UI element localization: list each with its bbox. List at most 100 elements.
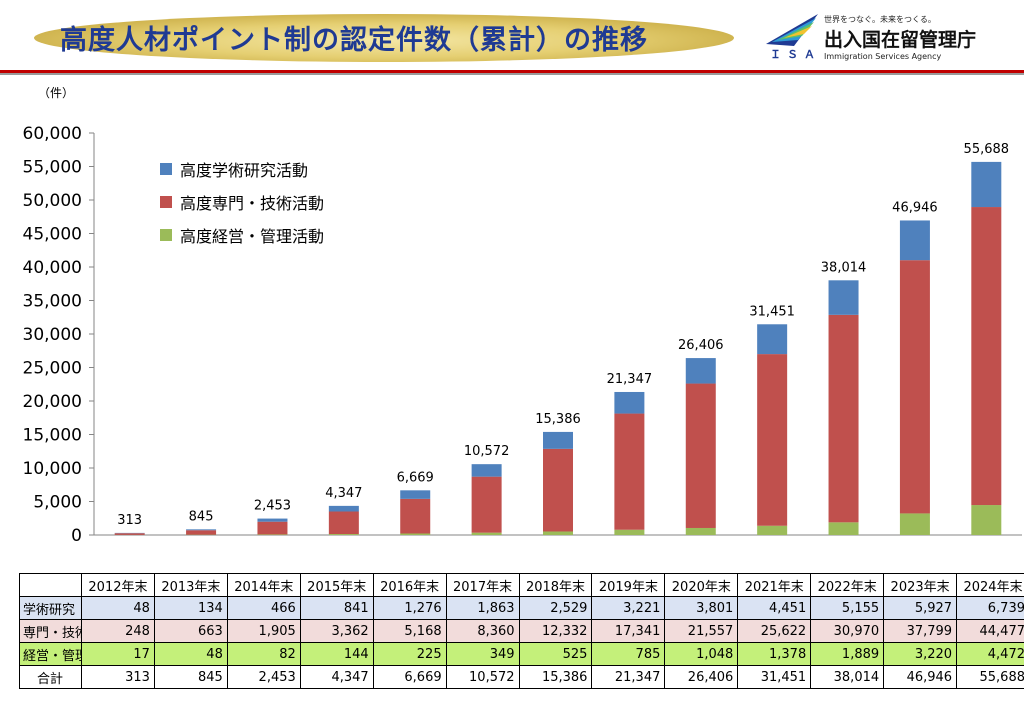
y-axis-unit: （件） [38,86,75,100]
bar-segment [400,490,431,499]
bar-segment [400,498,431,534]
table-cell: 17 [81,642,155,666]
bar-total-label: 21,347 [607,372,653,387]
table-cell: 1,889 [810,642,885,666]
bar-segment [614,391,645,414]
bar-total-label: 55,688 [964,142,1010,157]
bar-segment [186,529,217,531]
bar-segment [614,529,645,535]
logo-name: 出入国在留管理庁 [824,29,977,51]
bar-segment [328,534,359,535]
stacked-bar-chart: 0 5,000 10,000 15,000 20,000 25,000 30,000 35,0… [23,124,1022,546]
bar-segment [828,522,859,535]
bar-total-label: 10,572 [464,444,510,459]
legend-label: 高度経営・管理活動 [180,226,325,246]
bar-segment [971,161,1002,208]
y-tick-label: 40,000 [23,258,82,278]
bar-total-label: 2,453 [254,499,291,514]
table-year-header: 2018年末 [518,573,593,597]
bar-total-label: 845 [189,509,214,524]
bar-segment [543,431,573,449]
bar-segment [471,476,502,533]
page-title: 高度人材ポイント制の認定件数（累計）の推移 [60,25,648,56]
logo-tagline: 世界をつなぐ。未来をつくる。 [824,15,936,24]
table-cell: 4,347 [299,665,374,689]
table-cell: 38,014 [810,665,885,689]
table-cell: 46,946 [883,665,958,689]
isa-logo-icon [766,14,818,46]
table-cell: 1,276 [372,596,447,620]
table-cell: 44,477 [956,619,1024,643]
bar-total-label: 313 [117,513,142,528]
table-year-header: 2017年末 [445,573,520,597]
table-row-label: 合計 [19,665,82,689]
bar-segment [685,383,716,528]
table-cell: 82 [226,642,301,666]
table-year-header: 2022年末 [810,573,885,597]
table-cell: 3,801 [664,596,739,620]
table-year-header: 2024年末 [956,573,1024,597]
logo-english: Immigration Services Agency [824,52,942,61]
table-cell: 37,799 [883,619,958,643]
table-year-header: 2012年末 [81,573,155,597]
table-cell: 3,362 [299,619,374,643]
y-tick-label: 25,000 [23,359,82,379]
title-banner [34,14,734,62]
table-cell: 21,347 [591,665,666,689]
table-cell: 4,472 [956,642,1024,666]
bar-segment [828,314,859,523]
y-tick-label: 35,000 [23,292,82,312]
bar-segment [899,260,930,514]
bar-total-label: 31,451 [749,304,795,319]
y-tick-label: 0 [71,526,82,546]
legend-swatch [160,228,172,241]
legend-item: 高度学術研究活動 [160,152,324,185]
table-cell: 1,048 [664,642,739,666]
table-row: 合計 313 845 2,453 4,347 6,669 10,572 15,386 21,34… [19,665,1024,689]
bar-segment [899,513,930,535]
table-cell: 785 [591,642,666,666]
table-year-header: 2019年末 [591,573,666,597]
table-cell: 6,739 [956,596,1024,620]
table-cell: 225 [372,642,447,666]
table-cell: 6,669 [372,665,447,689]
table-year-header: 2023年末 [883,573,958,597]
y-tick-label: 30,000 [23,325,82,345]
table-cell: 349 [445,642,520,666]
bar-segment [899,220,930,261]
table-cell: 466 [226,596,301,620]
table-cell: 525 [518,642,593,666]
y-tick-label: 20,000 [23,392,82,412]
table-row-label: 専門・技術 [19,619,82,643]
y-tick-label: 10,000 [23,459,82,479]
table-cell: 1,863 [445,596,520,620]
table-row: 専門・技術2486631,9053,3625,1688,36012,33217,… [19,619,1024,643]
table-year-header: 2013年末 [153,573,228,597]
bar-total-label: 46,946 [892,200,938,215]
bar-segment [971,207,1002,506]
table-cell: 1,378 [737,642,812,666]
table-cell: 12,332 [518,619,593,643]
legend-label: 高度専門・技術活動 [180,193,325,213]
table-header-row: 2012年末 2013年末 2014年末 2015年末 2016年末 2017年末 2018… [19,573,1024,597]
table-cell: 4,451 [737,596,812,620]
table-corner-cell [19,573,82,597]
table-year-header: 2015年末 [299,573,374,597]
table-cell: 31,451 [737,665,812,689]
table-cell: 5,168 [372,619,447,643]
bar-segment [543,531,573,535]
legend-swatch [160,195,172,208]
header-divider [0,70,1024,73]
table-cell: 2,453 [226,665,301,689]
bar-total-label: 26,406 [678,338,724,353]
table-cell: 3,221 [591,596,666,620]
table-cell: 10,572 [445,665,520,689]
table-cell: 5,155 [810,596,885,620]
table-row-label: 学術研究 [19,596,82,620]
table-cell: 17,341 [591,619,666,643]
bar-segment [543,448,573,532]
table-year-header: 2014年末 [226,573,301,597]
table-year-header: 2016年末 [372,573,447,597]
y-tick-label: 15,000 [23,426,82,446]
y-tick-label: 5,000 [33,493,82,513]
